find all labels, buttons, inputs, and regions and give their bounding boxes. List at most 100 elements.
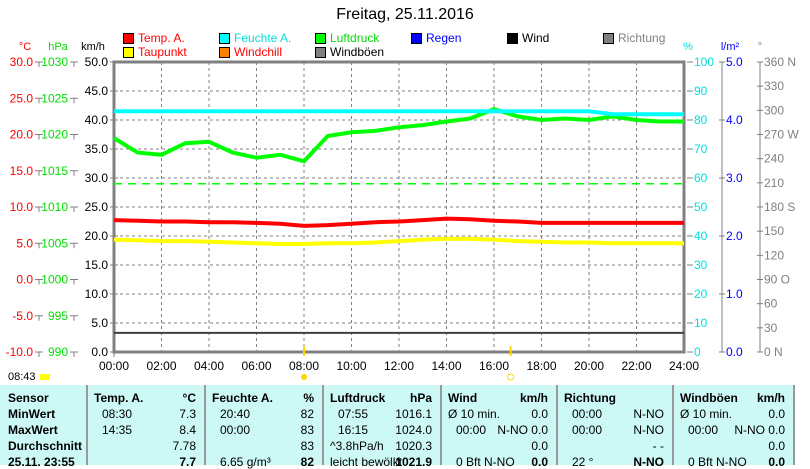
column-header: Temp. A. bbox=[94, 391, 144, 405]
x-tick-label: 00:00 bbox=[99, 359, 129, 373]
column-header: Windböen bbox=[680, 391, 738, 405]
x-tick-label: 24:00 bbox=[669, 359, 699, 373]
axis-tick-label-wind: 30.0 bbox=[85, 171, 109, 185]
cell-time: 22 ° bbox=[572, 455, 594, 469]
axis-tick-label-pressure: 1010 bbox=[41, 200, 68, 214]
legend-label: Richtung bbox=[618, 31, 666, 45]
legend-swatch-icon bbox=[603, 32, 614, 44]
axis-tick-label-temp: 20.0 bbox=[10, 128, 34, 142]
axis-tick-label-pressure: 1015 bbox=[41, 164, 68, 178]
axis-tick-label-direction: 30 bbox=[764, 321, 778, 335]
legend-label: Taupunkt bbox=[138, 45, 187, 59]
cell-value: N-NO bbox=[633, 423, 664, 437]
cell-time: 20:40 bbox=[220, 407, 251, 421]
cell-value: N-NO 0.0 bbox=[734, 423, 785, 437]
axis-tick-label-wind: 10.0 bbox=[85, 287, 109, 301]
legend-item: Richtung bbox=[603, 31, 665, 45]
cell-value: 7.78 bbox=[172, 439, 196, 453]
legend-label: Regen bbox=[426, 31, 462, 45]
series-tempa bbox=[113, 216, 684, 228]
cell-value: 1016.1 bbox=[395, 407, 432, 421]
column-header: Sensor bbox=[8, 391, 49, 405]
legend-item: Feuchte A. bbox=[219, 31, 291, 45]
x-tick-label: 14:00 bbox=[431, 359, 461, 373]
axis-tick-label-rain: 3.0 bbox=[726, 171, 743, 185]
current-time-stamp: 08:43 bbox=[8, 371, 36, 383]
legend-item: Windchill bbox=[219, 45, 282, 59]
x-tick-label: 16:00 bbox=[479, 359, 509, 373]
axis-tick-label-direction: 90 O bbox=[764, 273, 790, 287]
cell-time: 0 Bft N-NO bbox=[456, 455, 515, 469]
column-unit: hPa bbox=[409, 391, 432, 405]
cell-time: 00:00 bbox=[572, 407, 603, 421]
column-header: Richtung bbox=[564, 391, 616, 405]
legend-swatch-icon bbox=[219, 32, 230, 44]
cell-value: 8.4 bbox=[179, 423, 196, 437]
cell-time: ^3.8hPa/h bbox=[330, 439, 384, 453]
column-wind: Wind km/h Ø 10 min. 0.0 00:00 N-NO 0.0 0.0 0 Bf… bbox=[442, 385, 558, 469]
column-unit: km/h bbox=[519, 391, 548, 405]
series-taupunkt bbox=[113, 236, 684, 246]
axis-unit-temp: °C bbox=[19, 41, 31, 53]
axis-tick-label-pressure: 990 bbox=[48, 345, 68, 359]
row-label: Durchschnitt bbox=[8, 439, 83, 453]
axis-tick-label-direction: 300 bbox=[764, 103, 784, 117]
x-tick-label: 20:00 bbox=[574, 359, 604, 373]
axis-tick-label-rain: 0.0 bbox=[726, 345, 743, 359]
weather-chart: 00:00 02:00 04:00 06:00 08:00 10:00 12:00 14:00… bbox=[6, 41, 799, 381]
legend-label: Windböen bbox=[330, 45, 385, 59]
column-dir: Richtung 00:00 N-NO 00:00 N-NO - - 22 ° N-NO bbox=[558, 385, 674, 469]
x-tick-label: 02:00 bbox=[146, 359, 176, 373]
cell-value: 0.0 bbox=[531, 439, 548, 453]
axis-tick-label-direction: 270 W bbox=[764, 128, 799, 142]
axis-tick-label-humidity: 70 bbox=[694, 142, 708, 156]
axis-tick-label-pressure: 1020 bbox=[41, 128, 68, 142]
legend-label: Feuchte A. bbox=[234, 31, 292, 45]
row-label: 25.11. 23:55 bbox=[8, 455, 75, 469]
axis-tick-label-humidity: 50 bbox=[694, 200, 708, 214]
axis-tick-label-pressure: 1030 bbox=[41, 55, 68, 69]
axis-tick-label-direction: 180 S bbox=[764, 200, 795, 214]
axis-tick-label-humidity: 90 bbox=[694, 84, 708, 98]
cell-value: 83 bbox=[300, 439, 314, 453]
series-luftdruck bbox=[112, 106, 684, 164]
legend-item: Wind bbox=[507, 31, 549, 45]
axis-tick-label-temp: 15.0 bbox=[10, 164, 34, 178]
legend-label: Windchill bbox=[234, 45, 283, 59]
axis-tick-label-wind: 35.0 bbox=[85, 142, 109, 156]
legend-swatch-icon bbox=[315, 46, 326, 58]
legend-item: Luftdruck bbox=[315, 31, 379, 45]
axis-tick-label-pressure: 1005 bbox=[41, 236, 68, 250]
axis-tick-label-direction: 60 bbox=[764, 297, 778, 311]
cell-value: 82 bbox=[300, 455, 314, 469]
moon-icon bbox=[507, 373, 515, 381]
stats-table: Sensor MinWert MaxWert Durchschnitt 25.11. 2… bbox=[0, 385, 795, 469]
x-tick-label: 10:00 bbox=[336, 359, 366, 373]
axis-tick-label-temp: 10.0 bbox=[10, 200, 34, 214]
axis-unit-rain: l/m² bbox=[721, 41, 740, 53]
column-press: Luftdruck hPa 07:55 1016.1 16:15 1024.0 ^3.8hP… bbox=[324, 385, 442, 469]
axis-tick-label-temp: -10.0 bbox=[6, 345, 34, 359]
cell-time: 6.65 g/m³ bbox=[220, 455, 271, 469]
cell-value: N-NO bbox=[633, 455, 664, 469]
x-tick-label: 12:00 bbox=[384, 359, 414, 373]
cell-value: 0.0 bbox=[531, 455, 548, 469]
cell-value: - - bbox=[652, 439, 664, 453]
series-feuchtea bbox=[114, 109, 684, 117]
axis-tick-label-temp: 30.0 bbox=[10, 55, 34, 69]
row-label: MinWert bbox=[8, 407, 56, 421]
cell-value: 1020.3 bbox=[395, 439, 432, 453]
axis-tick-label-humidity: 10 bbox=[694, 316, 708, 330]
axis-tick-label-direction: 0 N bbox=[764, 345, 783, 359]
cell-value: 7.3 bbox=[179, 407, 196, 421]
axis-unit-wind: km/h bbox=[81, 41, 105, 53]
cell-time: 0 Bft N-NO bbox=[688, 455, 747, 469]
legend-label: Wind bbox=[522, 31, 550, 45]
row-label: MaxWert bbox=[8, 423, 58, 437]
cell-value: 0.0 bbox=[768, 407, 785, 421]
x-tick-label: 08:00 bbox=[289, 359, 319, 373]
axis-tick-label-humidity: 40 bbox=[694, 229, 708, 243]
axis-tick-label-temp: 0.0 bbox=[16, 273, 33, 287]
cell-value: 7.7 bbox=[179, 455, 196, 469]
x-tick-label: 18:00 bbox=[526, 359, 556, 373]
